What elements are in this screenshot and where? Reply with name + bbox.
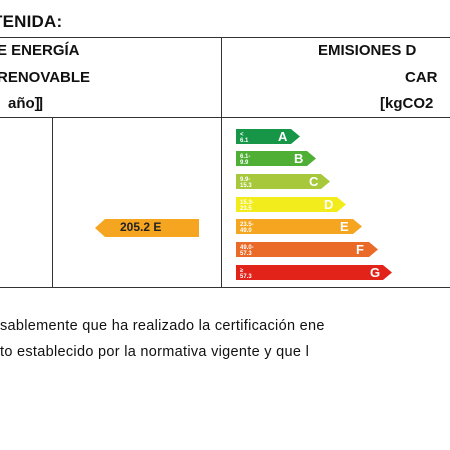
scale-bar-f-arrow <box>236 242 378 257</box>
rating-indicator-value: 205.2 E <box>120 220 162 234</box>
paragraph-line-1: sablemente que ha realizado la certifica… <box>0 318 325 334</box>
col2-header-line3: [kgCO2 <box>380 95 434 112</box>
scale-bar-a-arrow <box>236 129 300 144</box>
scale-bar-a-letter: A <box>278 129 288 144</box>
rating-indicator: 205.2 E <box>95 219 199 237</box>
col1-header-line1: E ENERGÍA <box>0 42 80 59</box>
scale-bar-c-letter: C <box>309 174 319 189</box>
scale-bar-d-letter: D <box>324 197 334 212</box>
scale-bar-f-range: 49.0-57.3 <box>240 245 254 257</box>
scale-bar-g-letter: G <box>370 265 381 280</box>
scale-bar-b-arrow <box>236 151 316 166</box>
paragraph-line-2: to establecido por la normativa vigente … <box>0 344 310 360</box>
col2-header-line1: EMISIONES D <box>318 42 417 59</box>
scale-bar-b-letter: B <box>294 151 304 166</box>
scale-bar-g-range: ≥ 57.3 <box>240 268 252 280</box>
scale-bar-e-arrow <box>236 219 362 234</box>
section-title: TENIDA: <box>0 12 63 31</box>
col1-header-line3: año] <box>8 95 40 112</box>
col2-header-line2: CAR <box>405 69 438 86</box>
scale-bar-e-range: 23.5-49.0 <box>240 222 254 234</box>
col1-header-line2: RENOVABLE <box>0 69 91 86</box>
table-bottom-border <box>0 287 450 288</box>
scale-bar-c-range: 9.9-15.3 <box>240 177 252 189</box>
scale-bar-d-arrow <box>236 197 346 212</box>
col1-header-bracket: ] <box>38 95 43 112</box>
scale-bar-c-arrow <box>236 174 330 189</box>
scale-bar-g-arrow <box>236 265 392 280</box>
scale-bar-f-letter: F <box>356 242 364 257</box>
scale-bar-b-range: 6.1-9.9 <box>240 154 251 166</box>
column-divider-2 <box>221 37 222 287</box>
table-top-border <box>0 37 450 38</box>
column-divider-1 <box>52 117 53 287</box>
scale-bar-a-range: < 6.1 <box>240 132 249 144</box>
scale-bar-d-range: 15.3-23.5 <box>240 200 254 212</box>
table-header-border <box>0 117 450 118</box>
scale-bar-e-letter: E <box>340 219 349 234</box>
